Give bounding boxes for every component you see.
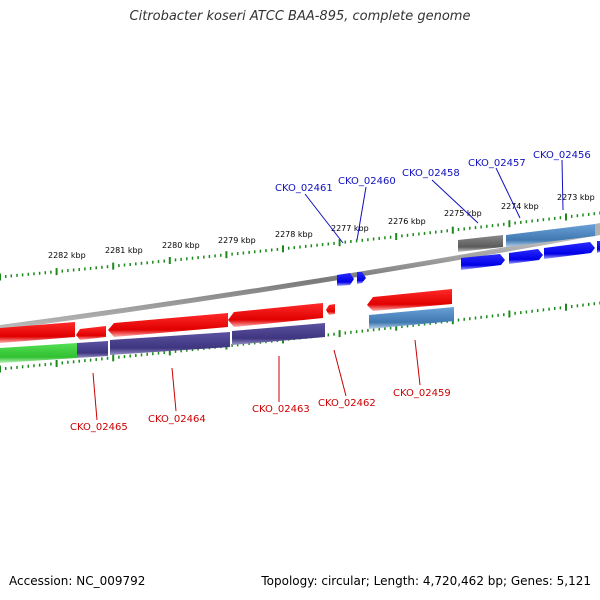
cds-forward — [544, 242, 595, 259]
gene-label-forward: CKO_02461 — [275, 183, 333, 194]
label-leader-lines — [92, 159, 564, 421]
gene-feature-steel — [369, 307, 454, 329]
cds-reverse — [228, 303, 323, 327]
kbp-label: 2275 kbp — [444, 209, 482, 218]
cds-forward — [509, 249, 543, 264]
forward-features — [337, 223, 600, 286]
leader-line — [333, 349, 347, 397]
kbp-label: 2282 kbp — [48, 251, 86, 260]
cds-reverse — [367, 289, 452, 311]
gene-label-forward: CKO_02456 — [533, 150, 591, 161]
kbp-label: 2274 kbp — [501, 202, 539, 211]
gene-feature-gray — [458, 235, 503, 252]
kbp-label: 2273 kbp — [557, 193, 595, 202]
gene-label-reverse: CKO_02465 — [70, 422, 128, 433]
kbp-label: 2279 kbp — [218, 236, 256, 245]
scale-ticks-top — [0, 211, 600, 281]
leader-line — [171, 367, 177, 412]
leader-line — [431, 179, 479, 224]
gene-feature-gray-edge — [595, 223, 600, 236]
kbp-label: 2277 kbp — [331, 224, 369, 233]
cds-forward-small — [357, 272, 366, 284]
genome-backbone — [0, 230, 600, 330]
gene-label-reverse: CKO_02459 — [393, 388, 451, 399]
kbp-label: 2278 kbp — [275, 230, 313, 239]
kbp-label: 2281 kbp — [105, 246, 143, 255]
gene-label-reverse: CKO_02463 — [252, 404, 310, 415]
accession-text: Accession: NC_009792 — [9, 574, 146, 588]
reverse-features — [0, 289, 454, 363]
gene-feature-purple — [77, 341, 108, 358]
cds-reverse — [0, 322, 75, 343]
kbp-label: 2276 kbp — [388, 217, 426, 226]
gene-feature-purple — [110, 332, 230, 355]
gene-feature-green — [0, 343, 77, 363]
scale-ticks-bottom — [0, 301, 600, 373]
gene-label-forward: CKO_02457 — [468, 158, 526, 169]
leader-line — [356, 186, 367, 241]
gene-feature-purple — [232, 323, 325, 345]
cds-forward-small — [337, 273, 354, 286]
leader-line — [495, 167, 521, 219]
genome-stats-text: Topology: circular; Length: 4,720,462 bp… — [261, 574, 591, 588]
leader-line — [561, 159, 564, 211]
map-title: Citrobacter koseri ATCC BAA-895, complet… — [129, 9, 471, 24]
cds-reverse — [326, 304, 335, 315]
gene-label-forward: CKO_02460 — [338, 176, 396, 187]
gene-label-reverse: CKO_02462 — [318, 398, 376, 409]
leader-line — [414, 339, 421, 386]
leader-line — [92, 372, 98, 421]
cds-reverse — [108, 313, 228, 337]
leader-line — [304, 193, 344, 244]
gene-label-reverse: CKO_02464 — [148, 414, 206, 425]
gene-label-forward: CKO_02458 — [402, 168, 460, 179]
cds-forward — [461, 254, 505, 270]
cds-reverse — [76, 326, 106, 340]
gene-feature-steel — [506, 224, 595, 247]
cds-forward — [597, 241, 600, 253]
kbp-label: 2280 kbp — [162, 241, 200, 250]
